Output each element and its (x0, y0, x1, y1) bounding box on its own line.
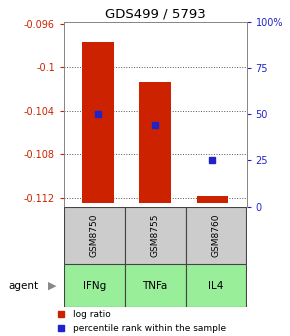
Bar (125, 207, 186, 264)
Text: IFNg: IFNg (83, 281, 106, 291)
Bar (64, 207, 125, 264)
Text: agent: agent (9, 281, 39, 291)
Text: ▶: ▶ (48, 281, 56, 291)
Bar (64, 264, 125, 307)
Text: percentile rank within the sample: percentile rank within the sample (73, 324, 226, 333)
Text: TNFa: TNFa (142, 281, 168, 291)
Text: GSM8760: GSM8760 (211, 213, 221, 257)
Text: GSM8755: GSM8755 (151, 213, 160, 257)
Bar (197, 196, 228, 203)
Text: IL4: IL4 (208, 281, 224, 291)
Text: log ratio: log ratio (73, 310, 111, 319)
Bar (125, 264, 186, 307)
Bar (186, 264, 246, 307)
Bar (186, 207, 246, 264)
Bar (139, 82, 171, 203)
Title: GDS499 / 5793: GDS499 / 5793 (105, 8, 206, 21)
Bar (82, 42, 114, 203)
Text: GSM8750: GSM8750 (90, 213, 99, 257)
